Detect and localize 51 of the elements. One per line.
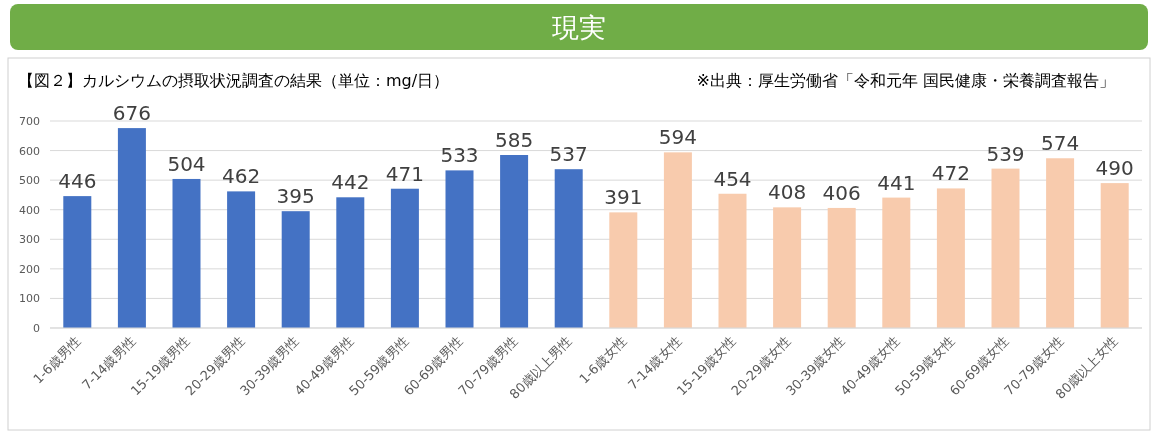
text: ※出典：厚生労働省「令和元年 国民健康・栄養調査報告」 [696,71,1115,90]
bar [609,212,638,328]
data-label: 395 [276,184,315,209]
y-tick-label: 200 [19,262,40,276]
data-label: 537 [549,142,588,167]
bar [827,207,856,328]
bar [718,193,747,328]
y-tick-label: 0 [33,322,40,335]
bar [663,152,692,328]
data-label: 454 [713,166,752,191]
data-label: 539 [986,141,1025,166]
data-label: 676 [112,101,151,126]
y-tick-label: 500 [19,174,40,188]
y-tick-label: 600 [19,144,40,158]
chart-subtitle: 【図２】カルシウムの摂取状況調査の結果（単位：mg/日） [18,71,450,90]
chart-title: 現実 [552,12,606,43]
bar [390,188,419,328]
bar [500,155,529,328]
y-tick-label: 300 [19,233,40,247]
data-label: 490 [1095,156,1134,181]
bar [172,178,201,328]
bar [1046,158,1075,328]
data-label: 574 [1041,131,1080,156]
bar [936,188,965,328]
bar [991,168,1020,328]
bar [773,207,802,328]
data-label: 406 [822,180,861,205]
bar [117,128,146,328]
bar [336,197,365,328]
bar [63,196,92,328]
bar [882,197,911,328]
y-tick-label: 700 [19,115,40,128]
bar [445,170,474,328]
data-label: 594 [658,125,697,150]
y-tick-label: 100 [19,292,40,306]
data-label: 442 [331,170,370,195]
bar [227,191,256,328]
data-label: 504 [167,151,206,176]
y-tick-label: 400 [19,203,40,217]
data-label: 585 [495,128,534,153]
data-label: 441 [877,170,916,195]
data-label: 446 [58,169,97,194]
bar [1100,183,1129,328]
data-label: 391 [604,185,643,210]
data-label: 472 [931,161,970,186]
bar [281,211,310,328]
data-label: 408 [768,180,807,205]
bar [554,169,583,328]
data-label: 533 [440,143,479,168]
data-label: 471 [385,161,424,186]
data-label: 462 [222,164,261,189]
